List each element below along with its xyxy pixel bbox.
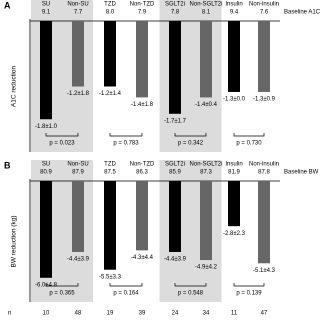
- bar: [136, 181, 148, 251]
- category-label: Insulin: [225, 162, 242, 168]
- baseline-value: 87.8: [258, 170, 270, 176]
- category-label: Non-SU: [67, 2, 88, 8]
- bar: [104, 21, 116, 87]
- n-value: 11: [231, 311, 238, 317]
- baseline-value: 8.0: [106, 10, 115, 16]
- bar: [169, 21, 181, 114]
- bracket: [174, 133, 207, 137]
- n-value: 34: [203, 311, 210, 317]
- category-label: Non-insulin: [249, 2, 279, 8]
- bar: [200, 181, 212, 261]
- baseline-label: Baseline A1C: [284, 10, 320, 16]
- baseline-value: 86.3: [136, 170, 148, 176]
- bar: [104, 181, 116, 270]
- category-label: Non-TZD: [130, 162, 155, 168]
- category-label: Non-insulin: [249, 162, 279, 168]
- value-label: -5.5±3.3: [99, 274, 122, 280]
- n-value: 48: [75, 311, 82, 317]
- panel-label: A: [4, 0, 11, 10]
- bar: [169, 181, 181, 252]
- baseline-value: 7.6: [260, 10, 269, 16]
- category-label: SGLT2i: [165, 2, 185, 8]
- value-label: -2.8±2.3: [223, 231, 246, 237]
- category-label: Non-SGLT2i: [190, 2, 223, 8]
- value-label: -1.4±0.4: [195, 102, 218, 108]
- bar: [200, 21, 212, 98]
- bar: [228, 181, 240, 227]
- value-label: -1.7±1.7: [164, 118, 187, 124]
- category-label: Insulin: [225, 2, 242, 8]
- category-label: SU: [42, 2, 50, 8]
- category-label: Non-TZD: [130, 2, 155, 8]
- n-value: 47: [261, 311, 268, 317]
- value-label: -4.3±4.4: [131, 255, 154, 261]
- n-value: 24: [172, 311, 179, 317]
- category-label: SU: [42, 162, 50, 168]
- baseline-value: 81.9: [228, 170, 240, 176]
- bracket: [45, 283, 79, 287]
- bar: [40, 21, 52, 120]
- baseline-value: 85.9: [169, 170, 181, 176]
- p-value: p = 0.548: [178, 291, 204, 297]
- baseline-value: 87.9: [72, 170, 84, 176]
- baseline-value: 80.9: [40, 170, 52, 176]
- bar: [258, 21, 270, 92]
- category-label: TZD: [104, 162, 116, 168]
- category-label: Non-SU: [67, 162, 88, 168]
- bar: [72, 21, 84, 87]
- value-label: -1.8±1.0: [35, 124, 58, 130]
- value-label: -4.9±4.2: [195, 265, 218, 271]
- p-value: p = 0.730: [236, 141, 262, 147]
- value-label: -1.4±1.8: [131, 102, 154, 108]
- y-axis-label: BW reduction (kg): [11, 215, 18, 267]
- n-label: n: [8, 311, 11, 317]
- value-label: -1.3±0.9: [253, 97, 276, 103]
- baseline-value: 8.1: [202, 10, 211, 16]
- value-label: -1.2±1.4: [99, 91, 122, 97]
- value-label: -1.2±1.8: [67, 91, 90, 97]
- bracket: [233, 283, 265, 287]
- p-value: p = 0.365: [49, 291, 75, 297]
- value-label: -4.4±3.9: [67, 257, 90, 263]
- n-value: 10: [43, 311, 50, 317]
- p-value: p = 0.164: [113, 291, 139, 297]
- p-value: p = 0.139: [236, 291, 262, 297]
- p-value: p = 0.783: [113, 141, 139, 147]
- bracket: [174, 283, 207, 287]
- shade: [159, 0, 222, 152]
- panel-label: B: [4, 160, 11, 170]
- value-label: -5.1±4.3: [253, 268, 276, 274]
- baseline-value: 7.9: [138, 10, 147, 16]
- value-label: -1.3±0.0: [223, 97, 246, 103]
- bracket: [233, 133, 265, 137]
- baseline-value: 7.8: [171, 10, 180, 16]
- baseline-value: 87.3: [200, 170, 212, 176]
- bracket: [109, 283, 143, 287]
- bar: [72, 181, 84, 252]
- bar: [40, 181, 52, 278]
- bar: [136, 21, 148, 98]
- y-axis-label: A1C reduction: [11, 66, 18, 108]
- bar: [258, 181, 270, 264]
- value-label: -4.4±3.9: [164, 257, 187, 263]
- category-label: TZD: [104, 2, 116, 8]
- p-value: p = 0.023: [49, 141, 75, 147]
- category-label: SGLT2i: [165, 162, 185, 168]
- p-value: p = 0.342: [178, 141, 204, 147]
- baseline-value: 87.5: [104, 170, 116, 176]
- bar: [228, 21, 240, 92]
- category-label: Non-SGLT2i: [190, 162, 223, 168]
- bracket: [45, 133, 79, 137]
- baseline-value: 7.7: [74, 10, 83, 16]
- baseline-label: Baseline BW: [284, 170, 319, 176]
- bracket: [109, 133, 143, 137]
- n-value: 19: [107, 311, 114, 317]
- baseline-value: 9.4: [230, 10, 239, 16]
- n-value: 39: [139, 311, 146, 317]
- baseline-value: 9.1: [42, 10, 51, 16]
